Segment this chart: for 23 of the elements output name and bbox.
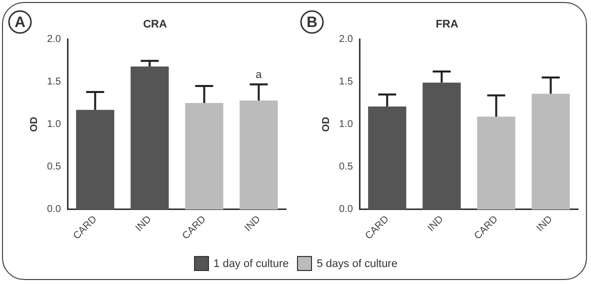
y-tick-label: 1.5 xyxy=(46,76,62,88)
y-tick-label: 0.5 xyxy=(338,162,354,173)
chart-title: FRA xyxy=(436,18,458,31)
x-tick-label: IND xyxy=(534,214,555,234)
y-tick-label: 0.0 xyxy=(46,204,62,216)
x-tick-label: IND xyxy=(426,214,446,234)
legend-label: 5 days of culture xyxy=(316,258,398,270)
y-tick-label: 1.0 xyxy=(46,119,62,130)
y-tick-label: 2.0 xyxy=(338,34,354,45)
x-tick-label: IND xyxy=(242,214,263,234)
x-tick-label: IND xyxy=(134,214,154,234)
chart-title: CRA xyxy=(143,18,167,31)
y-tick-label: 1.0 xyxy=(338,119,354,130)
y-tick-label: 2.0 xyxy=(46,34,62,45)
annotation: a xyxy=(256,68,263,81)
y-tick-label: 0.0 xyxy=(338,204,354,216)
y-tick-label: 0.5 xyxy=(46,162,62,173)
y-axis-title: OD xyxy=(320,116,332,132)
y-tick-label: 1.5 xyxy=(338,76,354,88)
legend-label: 1 day of culture xyxy=(214,258,289,270)
y-axis-title: OD xyxy=(28,116,40,132)
text: B xyxy=(306,14,318,32)
text: A xyxy=(14,14,26,32)
